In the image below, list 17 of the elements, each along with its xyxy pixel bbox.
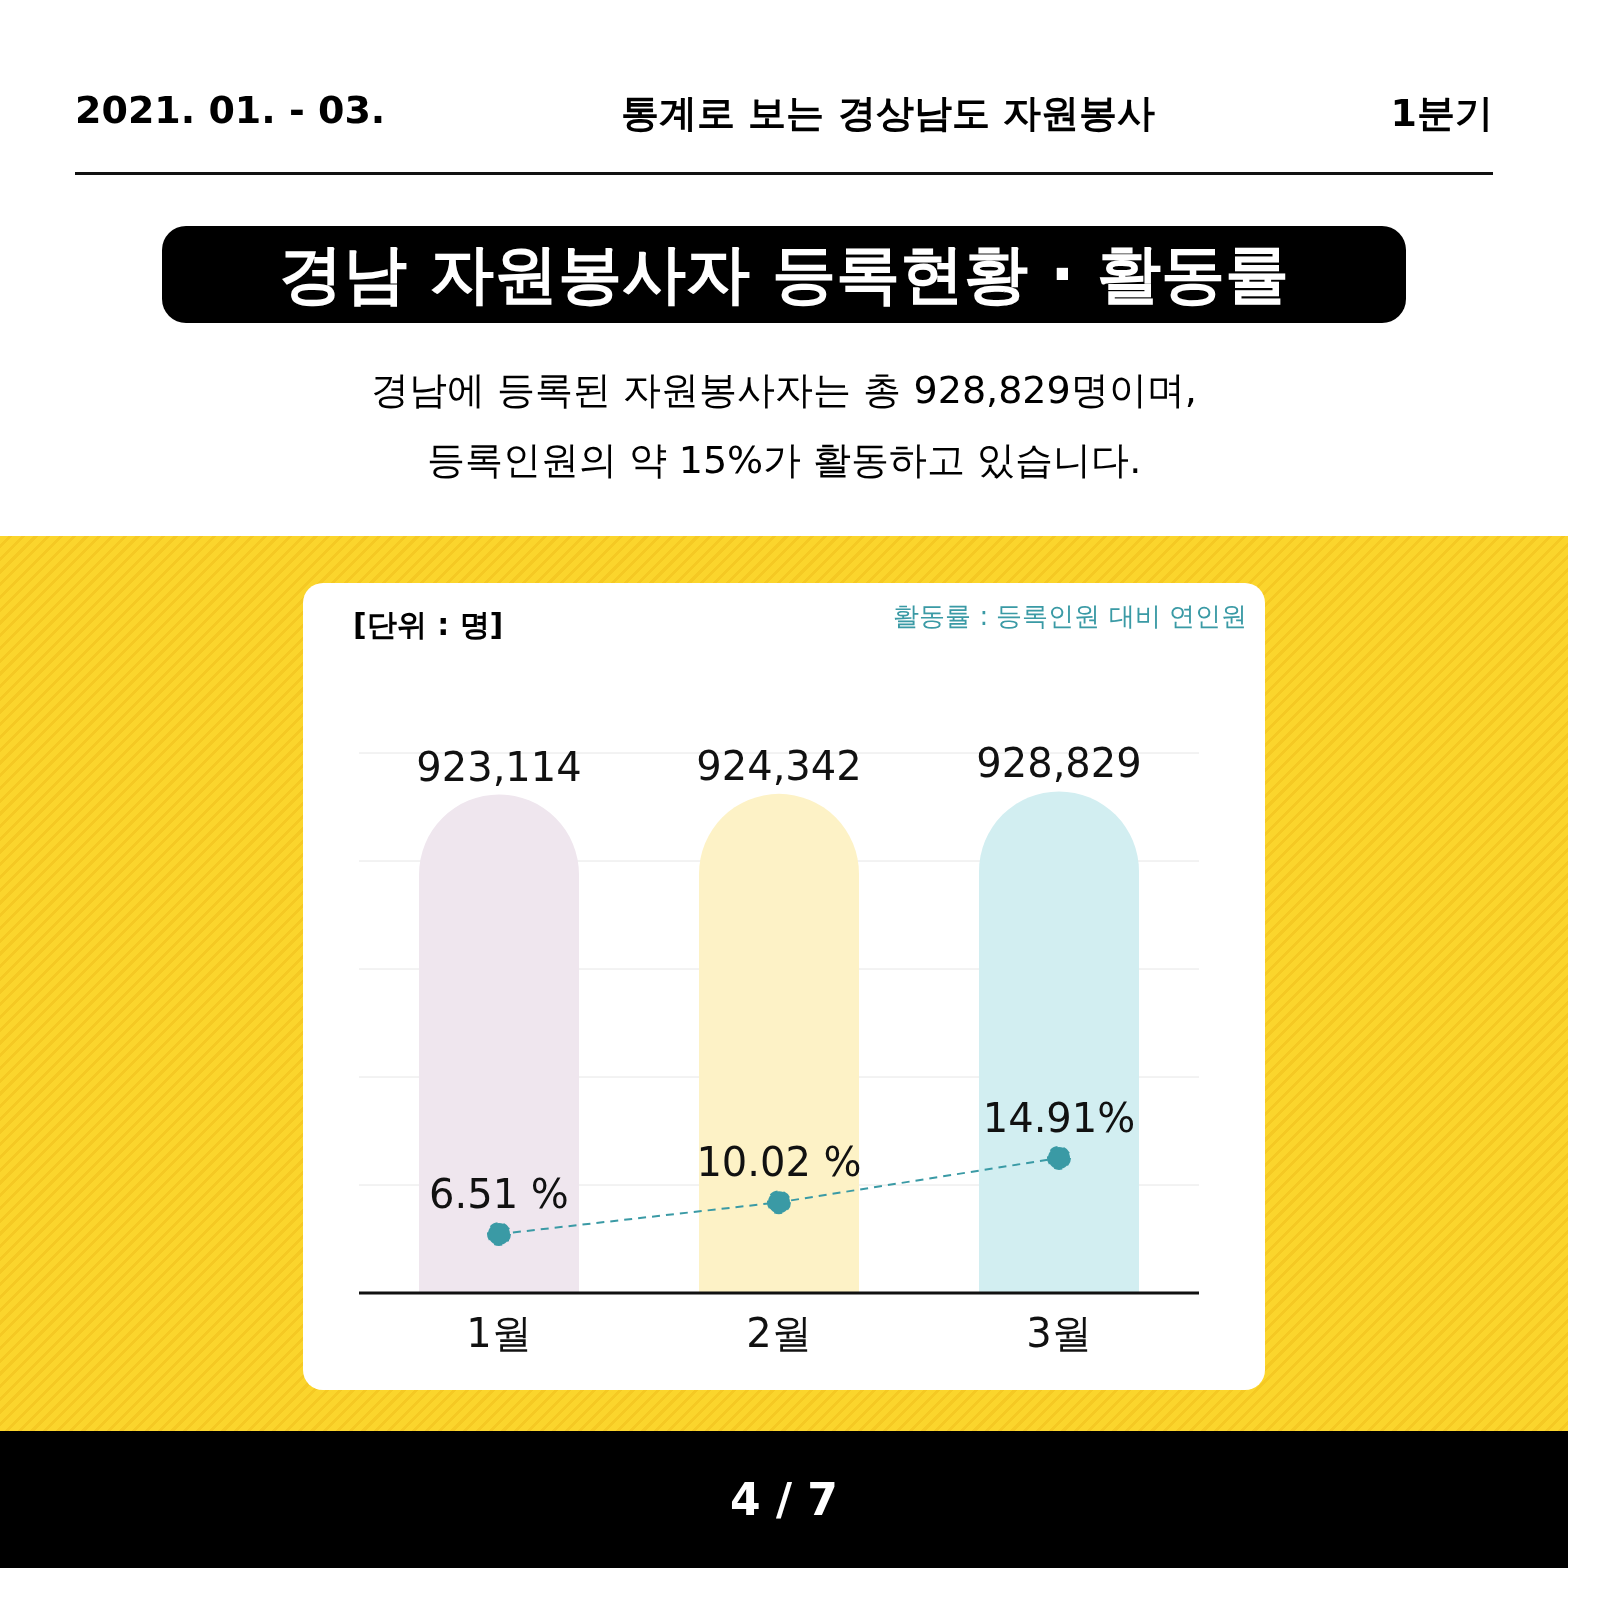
- text: 1분기: [1390, 90, 1493, 137]
- text: 통계로 보는 경상남도 자원봉사: [621, 90, 1155, 137]
- text: 2021. 01. - 03.: [75, 88, 386, 134]
- data-label: 6.51 %: [429, 1171, 569, 1218]
- data-label: 14.91%: [982, 1095, 1136, 1141]
- text: 4 / 7: [0, 1431, 1568, 1568]
- text: 활동률 : 등록인원 대비 연인원: [893, 600, 1247, 633]
- chart-subtitle: 경남에 등록된 자원봉사자는 총 928,829명이며, 등록인원의 약 15%가 활동하고 있습니다.: [370, 367, 1198, 484]
- text: [단위 : 명]: [353, 606, 504, 644]
- x-tick-label: 3월: [1026, 1310, 1092, 1357]
- x-tick-label: 1월: [466, 1310, 532, 1357]
- chart-title: 경남 자원봉사자 등록현황 · 활동률: [162, 226, 1406, 323]
- data-label: 10.02 %: [696, 1139, 862, 1186]
- data-label: 924,342: [696, 742, 862, 789]
- data-label: 923,114: [416, 743, 582, 790]
- data-label: 928,829: [976, 740, 1142, 787]
- x-tick-label: 2월: [746, 1310, 812, 1357]
